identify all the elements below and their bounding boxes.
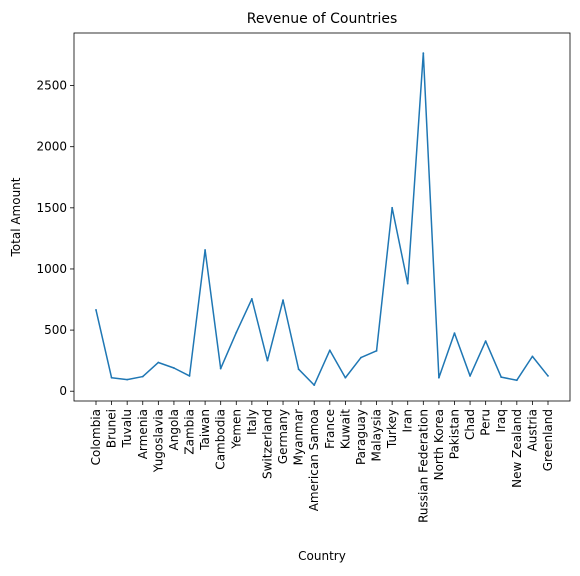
x-tick-label: France [323, 409, 337, 449]
y-tick-label: 2500 [36, 79, 67, 93]
y-tick-label: 1000 [36, 262, 67, 276]
x-tick-label: Yemen [229, 409, 243, 450]
data-point [391, 206, 394, 209]
x-tick-label: Armenia [136, 409, 150, 459]
chart-title: Revenue of Countries [247, 11, 398, 27]
data-point [484, 340, 487, 342]
plot-area: 0 500 1000 1500 2000 2500 Colombia Brunei Tuvalu… [36, 32, 571, 523]
y-tick-label: 0 [59, 384, 67, 398]
data-point [422, 52, 425, 55]
x-tick-label: Pakistan [447, 409, 461, 459]
plot-frame [73, 32, 571, 402]
data-point [437, 376, 440, 379]
x-tick-label: Cambodia [214, 409, 228, 470]
data-point [375, 349, 378, 352]
data-point [297, 368, 300, 371]
data-point [360, 356, 362, 359]
data-point [188, 375, 191, 377]
x-tick-label: Italy [245, 409, 259, 435]
x-tick-label: Russian Federation [416, 409, 430, 523]
data-point [110, 376, 113, 379]
x-axis-label: Country [298, 549, 346, 563]
data-point [344, 376, 347, 379]
x-tick-label: Taiwan [198, 409, 212, 451]
x-tick-label: Iraq [494, 409, 508, 432]
x-tick-label: Brunei [105, 409, 119, 448]
x-tick-label: Iran [401, 409, 415, 432]
x-tick-label: Chad [463, 409, 477, 440]
data-point [173, 367, 175, 369]
x-tick-label: Zambia [183, 409, 197, 455]
y-tick-label: 500 [44, 323, 67, 337]
data-point [250, 298, 253, 300]
x-tick-label: Switzerland [260, 409, 274, 479]
x-tick-label: Yugoslavia [151, 409, 165, 473]
x-tick-label: Germany [276, 409, 290, 464]
data-point [531, 355, 534, 358]
data-point [313, 384, 316, 387]
x-tick-label: Peru [479, 409, 493, 436]
data-point [126, 378, 129, 381]
y-axis-label: Total Amount [9, 177, 23, 257]
data-point [328, 349, 331, 352]
data-point [219, 367, 222, 370]
x-tick-label: Angola [167, 409, 181, 450]
x-tick-label: Tuvalu [120, 409, 134, 449]
data-point [547, 375, 549, 377]
data-point [141, 375, 144, 378]
data-point [204, 249, 207, 251]
y-tick-label: 1500 [36, 201, 67, 215]
x-tick-label: North Korea [432, 409, 446, 480]
x-tick-label: Greenland [541, 409, 555, 471]
x-tick-label: Malaysia [370, 409, 384, 461]
y-tick-label: 2000 [36, 140, 67, 154]
data-point [515, 379, 518, 382]
x-tick-label: Turkey [385, 409, 399, 449]
x-tick-label: Myanmar [292, 409, 306, 465]
x-tick-label: New Zealand [510, 409, 524, 488]
data-point [157, 361, 160, 364]
data-point [235, 331, 238, 334]
x-tick-label: Austria [525, 409, 539, 451]
data-point [95, 309, 97, 311]
data-point [406, 282, 409, 285]
x-tick-label: American Samoa [307, 409, 321, 511]
x-tick-label: Colombia [89, 409, 103, 465]
data-point [500, 376, 503, 379]
data-point [453, 332, 456, 335]
data-point [469, 375, 471, 377]
x-tick-label: Kuwait [338, 409, 352, 449]
x-tick-label: Paraguay [354, 409, 368, 465]
data-point [282, 299, 284, 302]
series-line [95, 52, 549, 386]
data-point [266, 359, 269, 362]
